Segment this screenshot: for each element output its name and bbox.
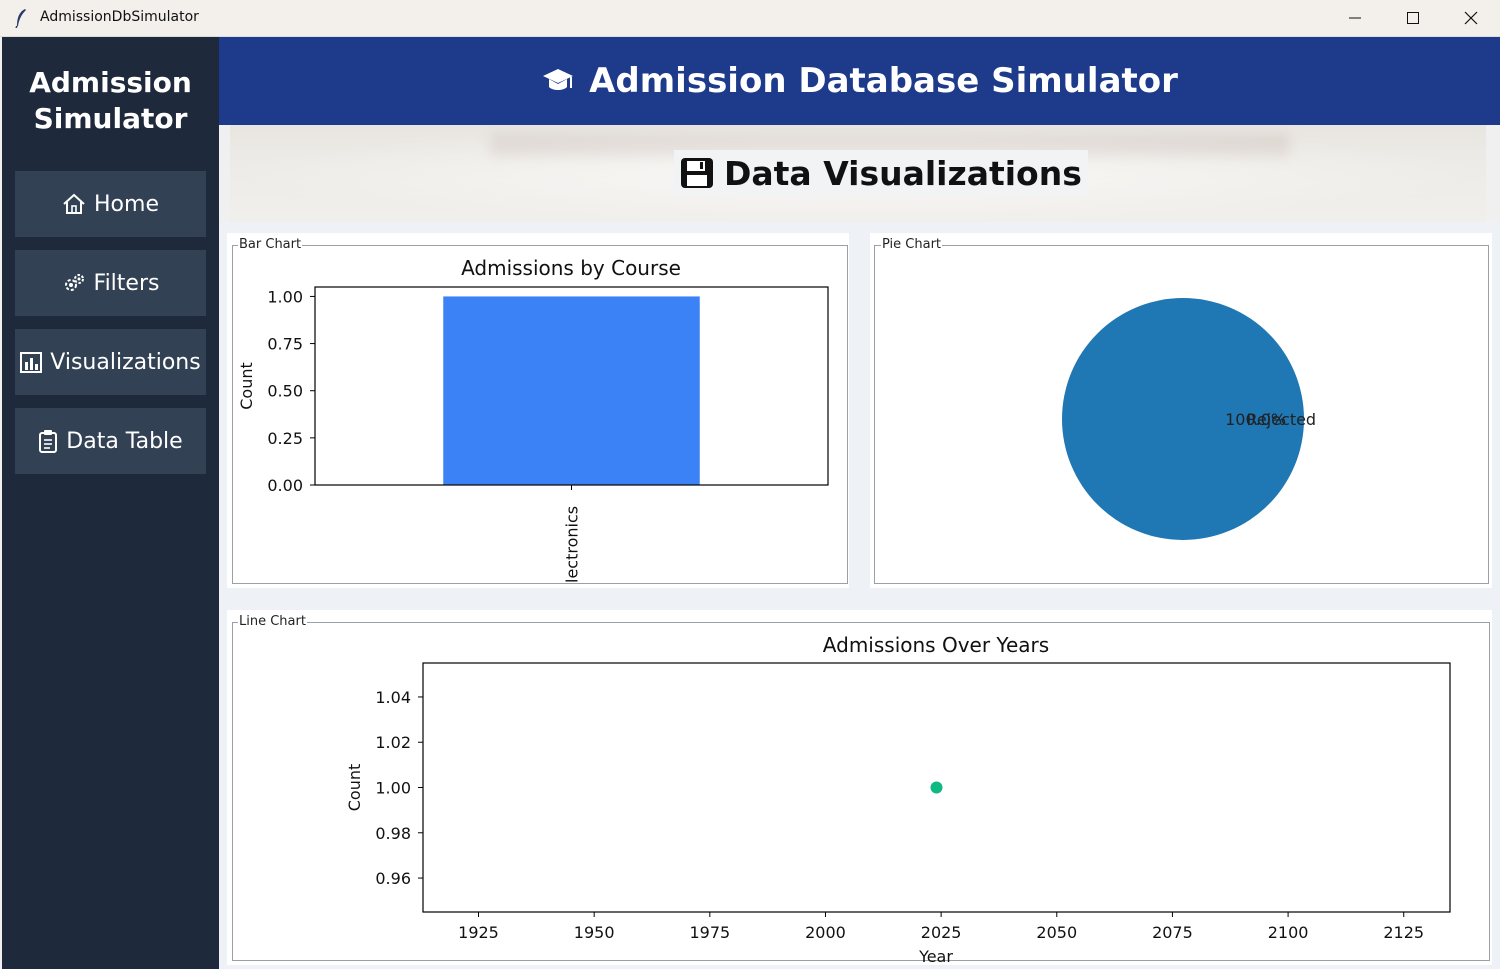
sidebar-item-label: Home [94,191,159,217]
header-title: Admission Database Simulator [589,61,1178,101]
sidebar-item-filters[interactable]: Filters [15,250,206,316]
pie-chart-label: Pie Chart [881,237,943,252]
x-tick-label: 2100 [1268,923,1309,942]
x-tick-label: 2125 [1383,923,1424,942]
sidebar-brand: Admission Simulator [2,65,219,137]
line-chart-frame [232,622,1490,961]
y-ticks: 0.96 0.98 1.00 1.02 1.04 [375,688,423,888]
pie-chart-panel: Pie Chart Rejected 100.0% [870,233,1492,588]
window-titlebar: AdmissionDbSimulator [0,0,1500,37]
minimize-icon [1349,17,1361,19]
maximize-icon [1407,12,1419,24]
sidebar: Admission Simulator Home Filters Visuali… [2,37,219,969]
brand-line-1: Admission [29,66,192,99]
x-tick-label: 1925 [458,923,499,942]
data-point [930,781,943,794]
minimize-button[interactable] [1326,0,1384,36]
line-chart: Admissions Over Years Count Year 0.960.9… [345,633,1451,965]
chart-title: Admissions Over Years [823,633,1049,657]
section-title: Data Visualizations [674,150,1088,196]
section-title-text: Data Visualizations [724,153,1082,193]
y-tick-label: 1.02 [375,733,411,752]
brand-line-2: Simulator [33,102,188,135]
window-title: AdmissionDbSimulator [40,9,199,25]
x-tick-label: 2075 [1152,923,1193,942]
y-tick-label: 0.75 [267,335,303,354]
plot-area [422,662,1451,913]
sidebar-item-label: Visualizations [50,349,201,375]
pie-label: Rejected [1246,410,1316,429]
x-tick-label: lectronics [563,506,582,583]
close-icon [1464,11,1478,25]
bar-chart-label: Bar Chart [238,237,303,252]
pie-percent-label: 100.0% [1225,410,1286,429]
x-ticks: lectronics [563,485,582,583]
line-chart-panel: Line Chart Admissions Over Years Count Y… [227,610,1492,965]
x-tick-label: 2000 [805,923,846,942]
y-tick-label: 1.00 [375,779,411,798]
x-axis-label: Year [918,947,953,965]
clipboard-icon [39,430,58,453]
bar-marks [443,296,700,485]
x-tick-label: 2050 [1036,923,1077,942]
house-icon [63,193,85,214]
x-tick-label: 1975 [689,923,730,942]
line-chart-label: Line Chart [238,614,307,629]
y-tick-label: 0.50 [267,382,303,401]
chart-title: Admissions by Course [461,256,681,280]
y-tick-label: 0.25 [267,429,303,448]
bar-chart-frame [232,245,848,584]
y-tick-label: 0.98 [375,824,411,843]
pie-chart-frame [874,245,1489,584]
x-ticks: 1925 1950 1975 2000 2025 2050 2075 2100 2125 [458,912,1424,942]
y-ticks: 0.00 0.25 0.50 0.75 1.00 [267,287,315,495]
graduation-cap-icon [543,69,574,90]
sidebar-item-visualizations[interactable]: Visualizations [15,329,206,395]
y-tick-label: 1.00 [267,287,303,306]
pie-slice [1062,298,1304,540]
y-tick-label: 0.00 [267,476,303,495]
feather-icon [15,9,26,28]
y-axis-label: Count [237,362,256,410]
floppy-disk-icon [681,158,713,188]
y-axis-label: Count [345,764,364,812]
bar-chart-icon [20,352,43,373]
x-tick-label: 1950 [574,923,615,942]
maximize-button[interactable] [1384,0,1442,36]
sidebar-item-label: Data Table [66,428,183,454]
bar-chart: Admissions by Course Count 0.000.250.500… [237,256,829,583]
y-tick-label: 1.04 [375,688,411,707]
sidebar-item-home[interactable]: Home [15,171,206,237]
y-tick-label: 0.96 [375,869,411,888]
bar-chart-panel: Bar Chart Admissions by Course Count 0.0… [227,233,849,588]
line-marks [930,781,943,794]
sidebar-item-label: Filters [93,270,160,296]
close-button[interactable] [1442,0,1500,36]
app-header: Admission Database Simulator [219,37,1500,125]
bar [443,296,700,485]
x-tick-label: 2025 [921,923,962,942]
gears-icon [64,274,84,291]
sidebar-item-data-table[interactable]: Data Table [15,408,206,474]
